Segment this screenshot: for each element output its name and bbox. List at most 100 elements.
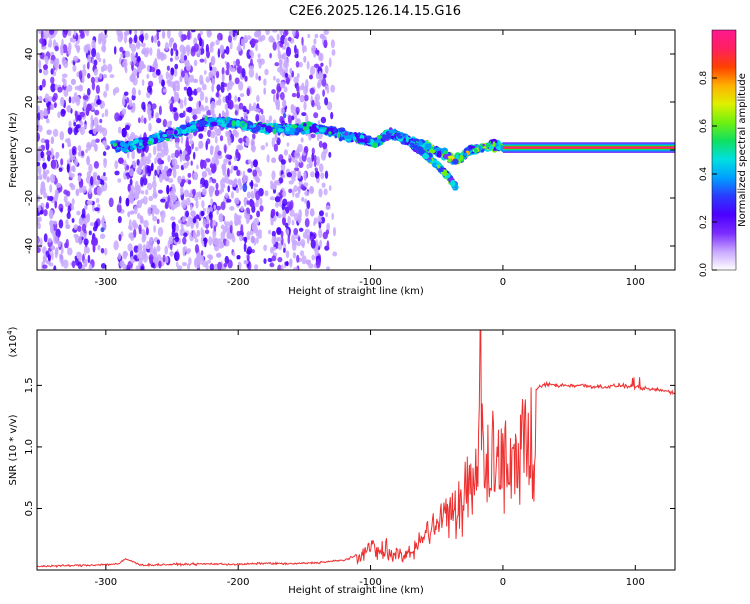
- spectrogram-cell: [60, 247, 64, 254]
- spectrogram-cell: [297, 143, 303, 153]
- spectrogram-cell: [176, 265, 183, 270]
- spectrogram-cell: [93, 59, 98, 66]
- spectrogram-ridge-cell: [437, 167, 444, 173]
- spectrogram-cell: [275, 78, 280, 84]
- spectrogram-cell: [247, 168, 253, 173]
- spectrogram-cell: [91, 48, 97, 58]
- spectrogram-cell: [306, 163, 310, 170]
- spectrogram-cell: [73, 126, 78, 136]
- spectrogram-cell: [190, 210, 196, 217]
- spectrogram-cell: [211, 66, 217, 73]
- spectrogram-cell: [165, 201, 169, 209]
- spectrogram-cell: [328, 151, 332, 158]
- spectrogram-cell: [210, 198, 214, 206]
- spectrogram-cell: [88, 230, 92, 236]
- spectrogram-cell: [57, 86, 63, 93]
- spectrogram-cell: [91, 81, 96, 91]
- spectrogram-cell: [233, 60, 236, 66]
- spectrogram-cell: [200, 210, 205, 217]
- spectrogram-cell: [122, 61, 128, 68]
- spectrogram-cell: [315, 258, 321, 269]
- snr-scale-close: ): [8, 326, 19, 330]
- spectrogram-cell: [73, 224, 79, 231]
- spectrogram-cell: [60, 44, 63, 53]
- spectrogram-cell: [315, 100, 321, 107]
- spectrogram-cell: [49, 223, 54, 234]
- spectrogram-cell: [257, 53, 261, 59]
- spectrogram-cell: [318, 228, 323, 239]
- spectrogram-cell: [265, 142, 269, 147]
- spectrogram-cell: [270, 208, 276, 217]
- spectrogram-cell: [294, 53, 299, 59]
- spectrogram-cell: [287, 115, 293, 124]
- spectrogram-cell: [243, 34, 248, 41]
- spectrogram-cell: [43, 233, 48, 243]
- spectrogram-cell: [156, 30, 162, 33]
- spectrogram-cell: [125, 197, 130, 207]
- spectrogram-cell: [264, 68, 269, 76]
- spectrogram-cell: [301, 112, 307, 117]
- spectrogram-cell: [219, 44, 225, 55]
- spectrogram-cell: [161, 173, 166, 180]
- spectrogram-cell: [100, 263, 107, 269]
- spectrogram-cell: [221, 163, 227, 171]
- spectrogram-cell: [295, 30, 300, 40]
- spectrogram-cell: [246, 200, 250, 206]
- spectrogram-cell: [83, 124, 87, 129]
- spectrogram-cell: [254, 108, 261, 113]
- spectrogram-cell: [66, 163, 70, 173]
- spectrogram-cell: [149, 246, 154, 256]
- spectrogram-cell: [190, 204, 193, 211]
- spectrogram-cell: [72, 33, 79, 40]
- spectrogram-cell: [155, 112, 160, 120]
- spectrogram-cell: [286, 142, 290, 147]
- spectrogram-cell: [211, 84, 214, 93]
- spectrogram-cell: [75, 112, 79, 123]
- spectrogram-cell: [141, 49, 147, 55]
- spectrogram-cell: [53, 265, 57, 270]
- spectrogram-ridge-cell: [167, 130, 174, 135]
- spectrogram-cell: [185, 210, 190, 218]
- spectrogram-cell: [274, 133, 278, 142]
- spectrogram-cell: [154, 57, 157, 67]
- spectrogram-cell: [40, 237, 43, 248]
- spectrogram-cell: [86, 61, 90, 70]
- spectrogram-cell: [138, 164, 142, 174]
- spectrogram-cell: [195, 256, 200, 266]
- spectrogram-cell: [282, 210, 287, 219]
- spectrogram-cell: [45, 202, 50, 208]
- spectrogram-cell: [63, 88, 69, 97]
- spectrogram-x-axis: -300 -200 -100 0 100: [94, 30, 645, 288]
- spectrogram-cell: [147, 182, 153, 191]
- spectrogram-cell: [141, 156, 147, 165]
- spectrogram-cell: [276, 92, 279, 101]
- spectrogram-cell: [321, 77, 327, 87]
- spectrogram-cell: [315, 170, 320, 179]
- spectrogram-cell: [170, 67, 175, 76]
- colorbar-label: Normalized spectral amplitude: [737, 73, 748, 227]
- spectrogram-cell: [167, 155, 171, 162]
- spectrogram-cell: [252, 169, 258, 177]
- spectrogram-cell: [156, 245, 161, 252]
- spectrogram-cell: [223, 158, 228, 165]
- spectrogram-cell: [322, 89, 325, 97]
- spectrogram-cell: [310, 133, 316, 139]
- spectrogram-cell: [277, 264, 282, 270]
- spectrogram-cell: [252, 159, 258, 168]
- spectrogram-cell: [220, 242, 225, 248]
- spectrogram-cell: [245, 137, 250, 143]
- spectrogram-cell: [175, 49, 179, 57]
- spectrogram-cell: [180, 185, 184, 196]
- spectrogram-cell: [228, 31, 233, 36]
- spectrogram-cell: [223, 82, 227, 88]
- spectrogram-cell: [304, 218, 310, 228]
- spectrogram-cell: [214, 135, 218, 144]
- spectrogram-cell: [252, 133, 256, 140]
- spectrogram-cell: [166, 65, 170, 71]
- spectrogram-cell: [194, 238, 199, 243]
- spectrogram-y-label: Frequency (Hz): [8, 112, 19, 188]
- spectrogram-cell: [259, 205, 264, 212]
- spectrogram-cell: [75, 45, 81, 52]
- spectrogram-cell: [149, 47, 153, 56]
- spectrogram-cell: [185, 222, 191, 227]
